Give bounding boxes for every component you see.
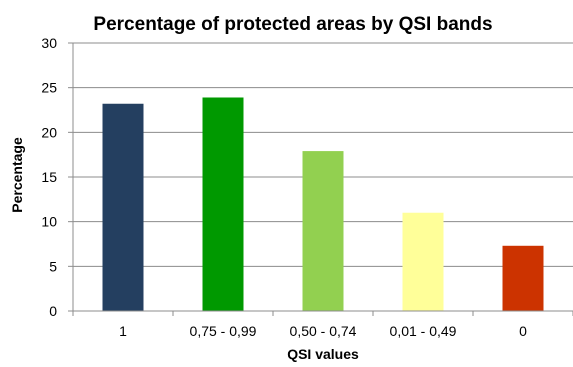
x-axis-label: QSI values <box>287 346 359 362</box>
x-tick-label: 0 <box>519 323 527 339</box>
y-tick-label: 25 <box>41 80 57 96</box>
bar-1 <box>102 103 144 311</box>
chart-title: Percentage of protected areas by QSI ban… <box>93 14 492 35</box>
y-tick-label: 20 <box>41 124 57 140</box>
bar-5 <box>502 245 544 311</box>
bars <box>102 97 544 311</box>
y-tick-label: 0 <box>49 303 57 319</box>
bar-2 <box>202 97 244 311</box>
y-axis-label: Percentage <box>9 137 25 213</box>
y-tick-label: 15 <box>41 169 57 185</box>
x-tick-label: 1 <box>119 323 127 339</box>
x-tick-label: 0,01 - 0,49 <box>390 323 457 339</box>
y-axis-ticks: 0 5 10 15 20 25 30 <box>41 35 73 319</box>
y-tick-label: 30 <box>41 35 57 51</box>
x-tick-label: 0,50 - 0,74 <box>290 323 357 339</box>
x-axis: 1 0,75 - 0,99 0,50 - 0,74 0,01 - 0,49 0 <box>72 43 573 339</box>
bar-3 <box>302 151 344 311</box>
x-tick-label: 0,75 - 0,99 <box>190 323 257 339</box>
bar-4 <box>402 212 444 311</box>
y-tick-label: 10 <box>41 214 57 230</box>
y-tick-label: 5 <box>49 258 57 274</box>
